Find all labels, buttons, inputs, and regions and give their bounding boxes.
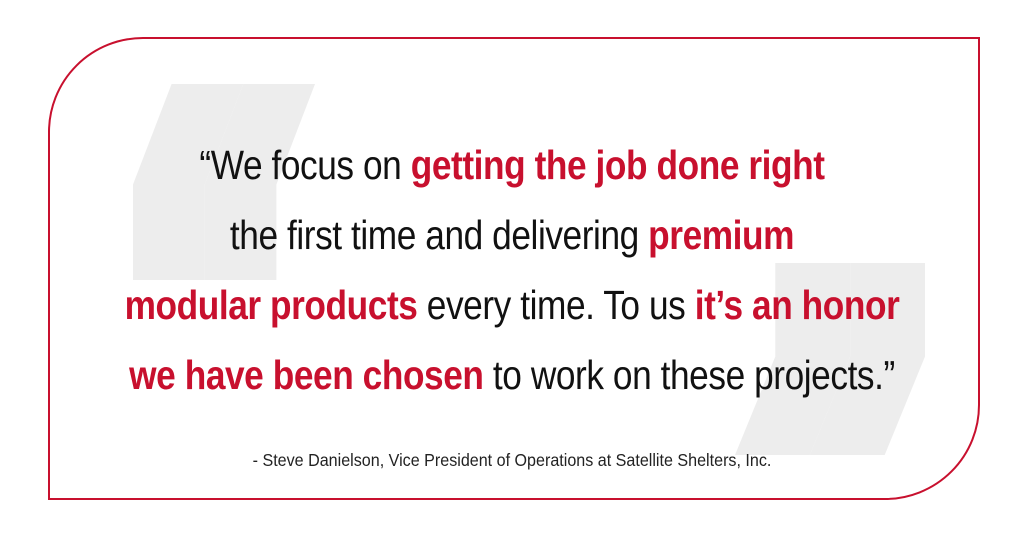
open-quote-icon [133, 84, 315, 280]
quote-segment-emphasis: premium [648, 212, 795, 258]
quote-segment: to work on these projects.” [483, 352, 895, 398]
quote-segment-emphasis: getting the job done right [410, 142, 825, 188]
quote-line: “We focus on getting the job done right [72, 130, 953, 200]
quote-line: modular products every time. To us it’s … [72, 270, 953, 340]
quote-segment: every time. To us [417, 282, 695, 328]
quote-segment-emphasis: modular products [124, 282, 418, 328]
quote-text-block: “We focus on getting the job done right … [72, 130, 953, 410]
quote-line: we have been chosen to work on these pro… [72, 340, 953, 410]
quote-segment-emphasis: we have been chosen [129, 352, 484, 398]
close-quote-icon [735, 263, 925, 455]
quote-card-border [48, 37, 980, 500]
attribution-line: - Steve Danielson, Vice President of Ope… [252, 450, 772, 470]
quote-segment: the first time and delivering [229, 212, 649, 258]
quote-segment: “We focus on [199, 142, 411, 188]
quote-line: the first time and delivering premium [72, 200, 953, 270]
quote-segment-emphasis: it’s an honor [694, 282, 900, 328]
